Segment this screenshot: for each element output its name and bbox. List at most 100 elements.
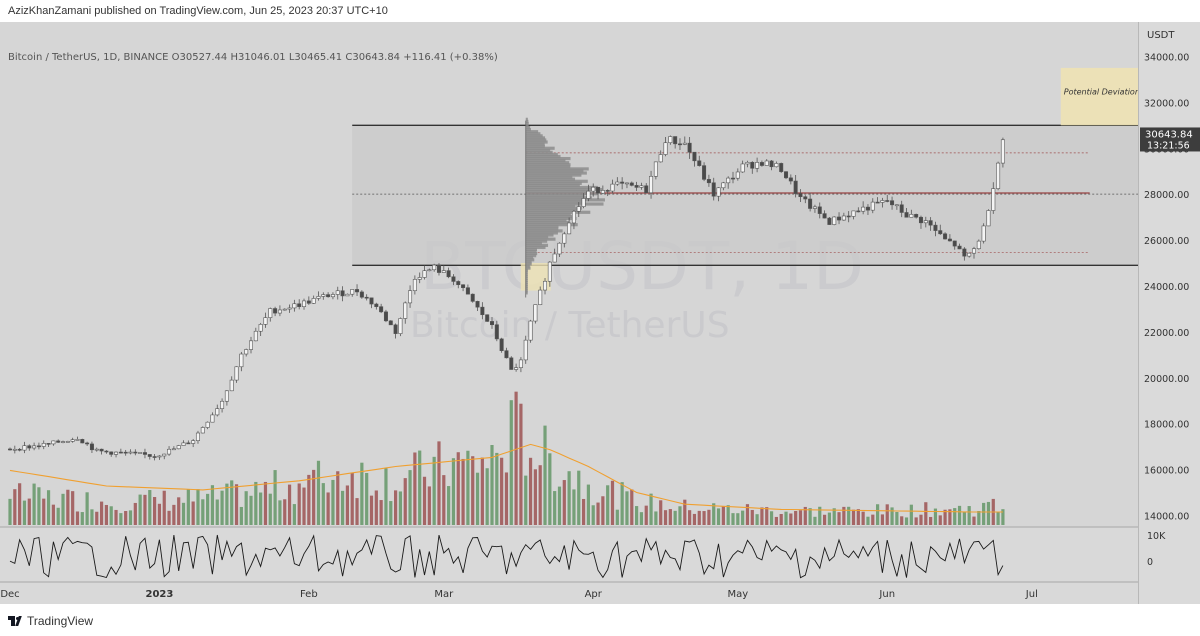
- candle-body: [70, 439, 75, 442]
- candle-body: [335, 290, 340, 295]
- candle-body: [123, 451, 128, 454]
- volume-bar: [528, 457, 533, 525]
- tradingview-logo-icon: [8, 616, 22, 626]
- symbol-title[interactable]: Bitcoin / TetherUS, 1D, BINANCE: [8, 52, 169, 63]
- volume-bar: [331, 479, 335, 525]
- volume-bar: [957, 505, 962, 525]
- volume-bar: [620, 482, 624, 525]
- candle-body: [817, 206, 822, 214]
- candle-body: [171, 448, 176, 451]
- volume-profile-bar: [525, 146, 555, 150]
- oscillator-pane[interactable]: [0, 527, 1138, 582]
- candle-body: [263, 317, 268, 325]
- volume-bar: [900, 516, 904, 525]
- volume-bar: [606, 485, 610, 525]
- volume-bar: [895, 511, 899, 525]
- volume-bar: [181, 502, 186, 525]
- volume-bar: [543, 425, 547, 525]
- candle-body: [224, 390, 229, 402]
- volume-bar: [230, 480, 234, 525]
- volume-bar: [818, 506, 822, 525]
- volume-profile-bar: [525, 144, 545, 148]
- volume-profile-bar: [525, 221, 570, 225]
- candle-body: [591, 186, 596, 192]
- volume-bar: [533, 469, 537, 525]
- candle-body: [316, 296, 321, 299]
- volume-profile-bar: [525, 183, 580, 188]
- volume-profile-bar: [525, 156, 571, 161]
- volume-bar: [128, 510, 133, 525]
- candle-body: [750, 161, 755, 169]
- price-chart[interactable]: BTCUSDT, 1D Bitcoin / TetherUS Dec 2023 Fe…: [0, 22, 1138, 604]
- volume-bar: [933, 508, 938, 525]
- volume-bar: [61, 493, 65, 525]
- volume-bar: [408, 470, 412, 525]
- current-price-label: 30643.84: [1145, 129, 1193, 140]
- volume-bar: [562, 480, 566, 525]
- candle-body: [311, 298, 316, 304]
- volume-profile-bar: [525, 179, 588, 183]
- volume-bar: [360, 462, 364, 525]
- candle-body: [620, 181, 625, 184]
- volume-profile-bar: [525, 159, 566, 163]
- candle-body: [292, 303, 297, 309]
- candle-body: [114, 451, 119, 455]
- volume-bar: [480, 457, 484, 525]
- volume-moving-average: [9, 443, 1003, 513]
- candle-body: [205, 421, 210, 428]
- volume-bar: [466, 450, 470, 525]
- candle-body: [600, 190, 605, 194]
- candle-body: [610, 183, 615, 192]
- price-axis[interactable]: USDT 34000.0032000.0030000.0028000.00260…: [1138, 22, 1200, 604]
- candle-body: [586, 190, 591, 199]
- time-axis[interactable]: [0, 582, 1138, 604]
- candle-body: [234, 366, 239, 381]
- volume-bar: [977, 510, 981, 525]
- candle-body: [157, 455, 162, 458]
- volume-bar: [422, 476, 427, 525]
- candle-body: [350, 289, 355, 295]
- chart-area[interactable]: BTCUSDT, 1D Bitcoin / TetherUS Dec 2023 Fe…: [0, 22, 1138, 604]
- volume-bar: [856, 509, 860, 525]
- volume-profile-bar: [525, 138, 547, 142]
- volume-bar: [692, 513, 697, 525]
- price-axis-scale[interactable]: USDT 34000.0032000.0030000.0028000.00260…: [1139, 22, 1200, 604]
- candle-body: [509, 357, 514, 370]
- volume-profile-bar: [525, 175, 573, 179]
- candle-body: [32, 445, 37, 449]
- candle-body: [740, 163, 745, 173]
- volume-profile-bar: [525, 202, 604, 206]
- candle-body: [12, 448, 17, 451]
- volume-profile-bar: [525, 276, 528, 281]
- candle-body: [147, 454, 152, 457]
- volume-profile-bar: [525, 254, 537, 258]
- volume-bar: [90, 509, 94, 525]
- volume-profile-bar: [525, 152, 558, 157]
- volume-bar: [148, 490, 152, 525]
- candle-body: [41, 443, 46, 447]
- candle-body: [128, 451, 133, 454]
- volume-bar: [774, 516, 778, 525]
- volume-bar: [967, 506, 971, 525]
- volume-bar: [8, 498, 12, 525]
- volume-bar: [287, 484, 292, 525]
- volume-profile-bar: [525, 287, 528, 291]
- volume-bar: [475, 472, 480, 525]
- volume-bar: [553, 491, 557, 525]
- ohlc-close: C30643.84: [345, 52, 401, 63]
- tradingview-logo[interactable]: TradingView: [8, 614, 93, 628]
- volume-bar: [234, 484, 239, 525]
- candle-body: [504, 350, 509, 359]
- candle-body: [494, 324, 499, 340]
- volume-bar: [861, 511, 865, 525]
- candle-body: [865, 206, 870, 211]
- candle-body: [80, 439, 85, 444]
- volume-profile-bar: [525, 154, 561, 159]
- candle-body: [475, 301, 480, 308]
- volume-bar: [760, 507, 764, 525]
- volume-bar: [495, 452, 499, 525]
- volume-bar: [461, 458, 465, 525]
- volume-bar: [297, 483, 301, 525]
- volume-profile-bar: [525, 196, 592, 200]
- volume-profile-bar: [525, 204, 576, 208]
